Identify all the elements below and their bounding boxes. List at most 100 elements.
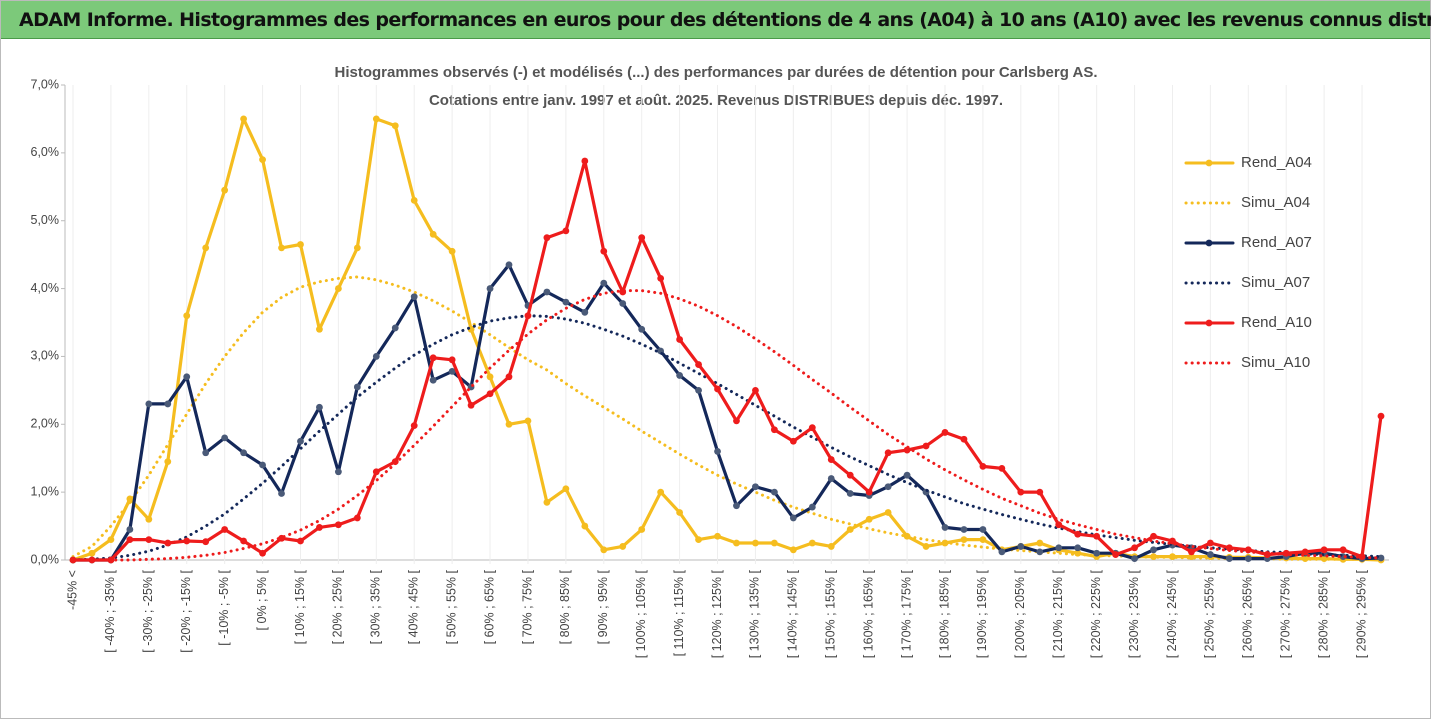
- x-tick-label: [ 280% ; 285% [: [1316, 569, 1330, 658]
- point: [789, 437, 797, 445]
- x-tick-label: [ 160% ; 165% [: [861, 569, 875, 658]
- point: [657, 488, 665, 496]
- point: [353, 514, 361, 522]
- point: [998, 464, 1006, 472]
- point: [1225, 555, 1233, 563]
- point: [1055, 544, 1063, 552]
- point: [391, 458, 399, 466]
- x-tick-label: [ 240% ; 245% [: [1165, 569, 1179, 658]
- point: [600, 247, 608, 255]
- point: [998, 548, 1006, 556]
- point: [733, 502, 740, 510]
- x-tick-label: [ 20% ; 25% [: [331, 569, 345, 644]
- point: [221, 526, 229, 533]
- x-tick-label: [ 210% ; 215% [: [1051, 569, 1065, 658]
- point: [259, 461, 266, 469]
- point: [638, 234, 646, 242]
- point: [1036, 488, 1044, 496]
- point: [1320, 546, 1328, 554]
- point: [448, 247, 456, 255]
- point: [884, 449, 892, 457]
- x-tick-label: [ 170% ; 175% [: [899, 569, 913, 658]
- x-tick-label: [ 220% ; 225% [: [1089, 569, 1103, 658]
- point: [903, 471, 911, 479]
- point: [372, 353, 380, 360]
- point: [202, 244, 210, 252]
- x-tick-label: [ 290% ; 295% [: [1354, 569, 1368, 658]
- point: [827, 543, 835, 550]
- point: [1131, 544, 1138, 552]
- x-tick-label: [ 250% ; 255% [: [1203, 569, 1217, 658]
- x-tick-label: [ -40% ; -35% [: [103, 569, 117, 652]
- chart-title: Histogrammes observés (-) et modélisés (…: [335, 64, 1098, 81]
- point: [316, 524, 323, 531]
- point: [1169, 537, 1176, 545]
- legend-label: Simu_A07: [1241, 274, 1310, 291]
- point: [524, 417, 532, 425]
- x-tick-label: [ 30% ; 35% [: [369, 569, 383, 644]
- x-tick-label: [ 150% ; 155% [: [824, 569, 838, 658]
- header-title: ADAM Informe. Histogrammes des performan…: [1, 1, 1431, 39]
- point: [316, 403, 323, 411]
- point: [202, 538, 210, 546]
- point: [448, 356, 456, 364]
- point: [865, 488, 873, 496]
- point: [410, 422, 418, 430]
- point: [429, 376, 437, 384]
- point: [486, 285, 494, 292]
- point: [391, 122, 399, 130]
- point: [808, 424, 816, 432]
- point: [543, 288, 551, 296]
- point: [808, 503, 816, 511]
- point: [979, 462, 987, 470]
- point: [865, 515, 873, 523]
- point: [505, 261, 513, 269]
- x-tick-label: [ 0% ; 5% [: [255, 569, 269, 630]
- y-tick-label: 4,0%: [31, 281, 60, 295]
- point: [922, 543, 930, 550]
- point: [391, 324, 399, 332]
- point: [1150, 546, 1157, 554]
- point: [1017, 543, 1025, 550]
- point: [941, 524, 949, 531]
- point: [240, 115, 248, 123]
- observed-line: [71, 263, 1383, 562]
- point: [752, 483, 759, 491]
- legend-marker: [1205, 319, 1213, 327]
- point: [543, 234, 551, 242]
- point: [922, 442, 930, 450]
- point: [467, 401, 475, 409]
- x-tick-label: [ 80% ; 85% [: [558, 569, 572, 644]
- point: [126, 536, 134, 544]
- x-tick-label: [ 70% ; 75% [: [520, 569, 534, 644]
- point: [1036, 548, 1044, 556]
- point: [240, 537, 248, 545]
- point: [1036, 539, 1044, 547]
- point: [1301, 548, 1309, 556]
- point: [581, 522, 589, 530]
- point: [145, 515, 153, 523]
- model-line: [71, 289, 1383, 562]
- point: [1339, 546, 1347, 554]
- point: [88, 549, 96, 557]
- point: [657, 274, 665, 282]
- point: [316, 325, 323, 333]
- point: [183, 537, 191, 545]
- point: [1131, 555, 1138, 563]
- x-tick-label: [ 190% ; 195% [: [975, 569, 989, 658]
- observed-line: [71, 159, 1383, 562]
- point: [714, 448, 721, 455]
- x-tick-label: [ 270% ; 275% [: [1279, 569, 1293, 658]
- point: [846, 471, 854, 479]
- point: [1377, 554, 1385, 562]
- y-tick-label: 6,0%: [31, 145, 60, 159]
- point: [334, 285, 342, 292]
- point: [1112, 551, 1120, 558]
- point: [1188, 548, 1195, 556]
- point: [638, 325, 646, 333]
- x-tick-label: [ 50% ; 55% [: [444, 569, 458, 644]
- point: [1244, 555, 1252, 563]
- point: [770, 488, 778, 496]
- point: [183, 373, 191, 381]
- point: [372, 115, 380, 123]
